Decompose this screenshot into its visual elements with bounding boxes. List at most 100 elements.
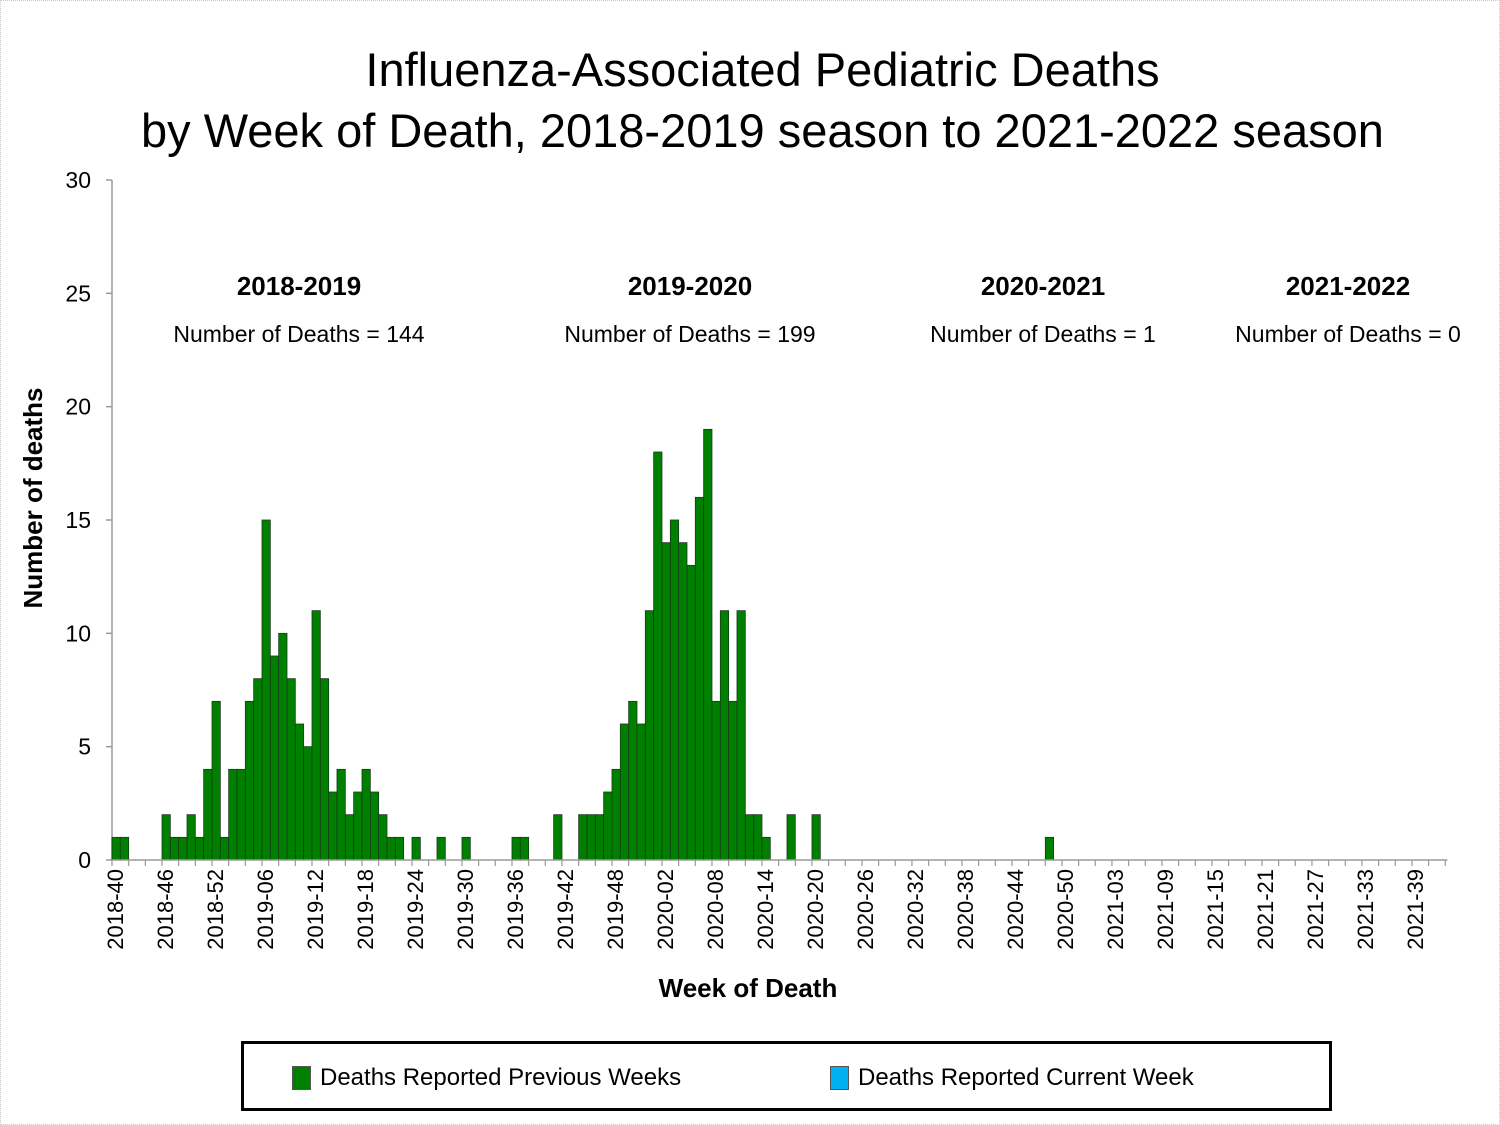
bars-group bbox=[111, 428, 1055, 861]
x-tick-label: 2019-30 bbox=[453, 869, 478, 950]
season-label: 2020-2021 bbox=[981, 271, 1105, 301]
x-tick-label: 2020-44 bbox=[1003, 869, 1028, 950]
y-axis-label: Number of deaths bbox=[18, 387, 48, 608]
x-tick-label: 2020-26 bbox=[853, 869, 878, 950]
bar-2019-19 bbox=[369, 791, 380, 861]
bar-2019-44 bbox=[578, 814, 588, 861]
legend-label-current: Deaths Reported Current Week bbox=[858, 1064, 1194, 1091]
y-tick-label: 20 bbox=[65, 394, 91, 420]
bar-2020-06 bbox=[694, 496, 705, 861]
x-tick-label: 2019-42 bbox=[553, 869, 578, 950]
x-tick-label: 2020-02 bbox=[653, 869, 678, 950]
bar-2020-01 bbox=[653, 451, 663, 861]
bar-2019-45 bbox=[586, 814, 596, 861]
x-tick-label: 2021-33 bbox=[1353, 869, 1378, 950]
y-tick-label: 15 bbox=[65, 507, 91, 533]
bar-2020-09 bbox=[719, 610, 730, 861]
bar-2019-52 bbox=[644, 610, 655, 861]
bar-2019-37 bbox=[519, 836, 530, 861]
bar-2019-30 bbox=[461, 836, 471, 861]
bar-2020-02 bbox=[661, 542, 671, 861]
bar-2019-22 bbox=[394, 836, 405, 861]
x-tick-label: 2021-09 bbox=[1153, 869, 1178, 950]
season-death-count: Number of Deaths = 199 bbox=[564, 321, 815, 347]
bar-2018-46 bbox=[161, 814, 171, 861]
x-tick-label: 2020-32 bbox=[903, 869, 928, 950]
y-tick-label: 10 bbox=[65, 620, 91, 646]
bar-2019-07 bbox=[269, 655, 280, 861]
y-tick-label: 30 bbox=[65, 167, 91, 193]
season-annotations: 2018-2019 Number of Deaths = 144 2019-2020… bbox=[173, 271, 1460, 347]
x-tick-label: 2018-40 bbox=[103, 869, 128, 950]
bar-2018-41 bbox=[119, 836, 130, 861]
bar-2019-36 bbox=[511, 836, 521, 861]
bar-2018-52 bbox=[211, 700, 221, 861]
bar-2020-03 bbox=[669, 519, 680, 861]
bar-2019-14 bbox=[328, 791, 338, 861]
x-tick-label: 2018-52 bbox=[203, 869, 228, 950]
bar-2019-17 bbox=[353, 791, 363, 861]
bar-2019-27 bbox=[436, 836, 446, 861]
bar-2019-46 bbox=[594, 814, 605, 861]
x-axis-label: Week of Death bbox=[659, 973, 838, 1003]
y-tick-label: 5 bbox=[78, 734, 91, 760]
bar-2019-50 bbox=[628, 700, 638, 861]
bar-2020-10 bbox=[728, 700, 738, 861]
x-tick-label: 2020-20 bbox=[803, 869, 828, 950]
bar-2019-48 bbox=[611, 768, 621, 861]
bar-2019-18 bbox=[361, 768, 371, 861]
x-tick-label: 2021-15 bbox=[1203, 869, 1228, 950]
bar-2019-41 bbox=[553, 814, 563, 861]
bar-2020-05 bbox=[686, 564, 696, 861]
x-tick-label: 2021-27 bbox=[1303, 869, 1328, 950]
bar-2020-04 bbox=[678, 542, 688, 861]
bar-2019-12 bbox=[311, 610, 321, 861]
bar-2019-06 bbox=[261, 519, 271, 861]
bar-2020-17 bbox=[786, 814, 796, 861]
bar-2019-13 bbox=[319, 678, 330, 861]
x-tick-label: 2019-06 bbox=[253, 869, 278, 950]
x-axis: 2018-40 2018-46 2018-52 2019-06 2019-12 2019-… bbox=[103, 859, 1448, 950]
bar-2018-40 bbox=[111, 836, 121, 861]
x-tick-label: 2020-50 bbox=[1053, 869, 1078, 950]
bar-2019-10 bbox=[294, 723, 305, 861]
bar-2020-12 bbox=[744, 814, 755, 861]
x-tick-label: 2020-14 bbox=[753, 869, 778, 950]
bar-2020-11 bbox=[736, 610, 746, 861]
x-tick-label: 2019-18 bbox=[353, 869, 378, 950]
season-death-count: Number of Deaths = 1 bbox=[930, 321, 1156, 347]
bar-2019-03 bbox=[236, 768, 246, 861]
legend-item-current-week: Deaths Reported Current Week bbox=[830, 1064, 1194, 1092]
bar-2019-24 bbox=[411, 836, 421, 861]
x-tick-label: 2020-38 bbox=[953, 869, 978, 950]
bar-2018-49 bbox=[186, 814, 196, 861]
season-label: 2018-2019 bbox=[237, 271, 361, 301]
bar-2018-51 bbox=[203, 768, 213, 861]
legend-label-previous: Deaths Reported Previous Weeks bbox=[320, 1064, 682, 1091]
bar-2020-13 bbox=[753, 814, 763, 861]
bar-2019-09 bbox=[286, 678, 296, 861]
y-axis: 0 5 10 15 20 25 30 bbox=[65, 167, 113, 873]
x-tick-label: 2021-39 bbox=[1403, 869, 1428, 950]
x-tick-label: 2019-12 bbox=[303, 869, 328, 950]
x-tick-label: 2018-46 bbox=[153, 869, 178, 950]
bar-2019-51 bbox=[636, 723, 646, 861]
bar-2019-15 bbox=[336, 768, 346, 861]
season-death-count: Number of Deaths = 0 bbox=[1235, 321, 1461, 347]
y-tick-label: 0 bbox=[78, 847, 91, 873]
bar-2019-04 bbox=[244, 700, 255, 861]
bar-2019-16 bbox=[344, 814, 355, 861]
bar-2019-01 bbox=[219, 836, 230, 861]
bar-2019-11 bbox=[303, 746, 313, 861]
season-label: 2021-2022 bbox=[1286, 271, 1410, 301]
y-tick-label: 25 bbox=[65, 280, 91, 306]
bar-2018-48 bbox=[178, 836, 188, 861]
legend-item-previous-weeks: Deaths Reported Previous Weeks bbox=[292, 1064, 681, 1092]
x-tick-label: 2021-03 bbox=[1103, 869, 1128, 950]
bar-2020-20 bbox=[811, 814, 821, 861]
bar-2018-47 bbox=[169, 836, 180, 861]
season-death-count: Number of Deaths = 144 bbox=[173, 321, 424, 347]
x-tick-label: 2019-48 bbox=[603, 869, 628, 950]
bar-2019-05 bbox=[253, 678, 263, 861]
